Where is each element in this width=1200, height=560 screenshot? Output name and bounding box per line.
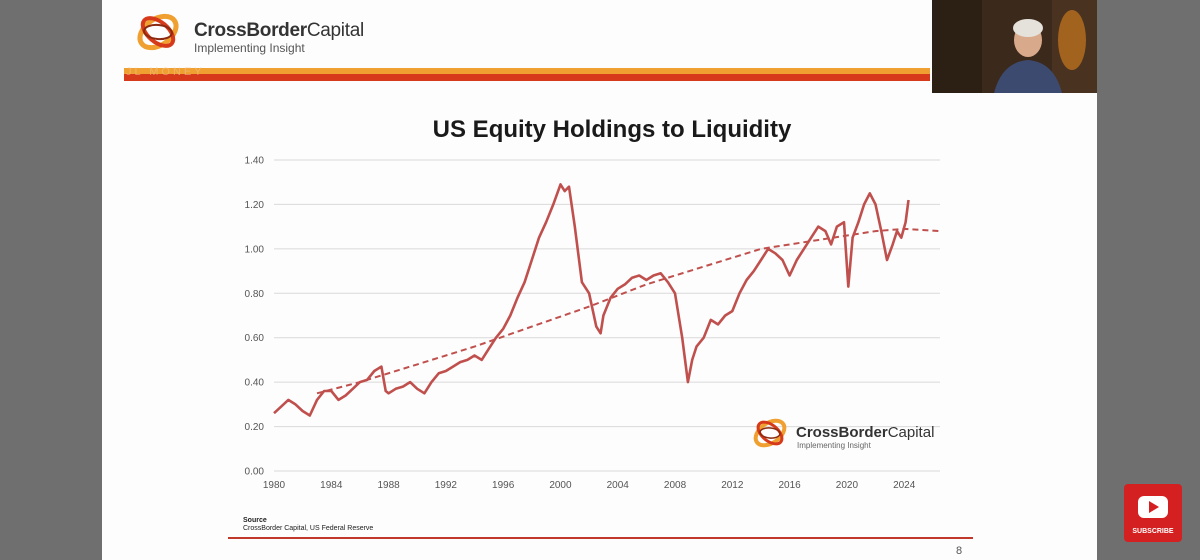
video-letterbox-right xyxy=(1097,0,1200,560)
source-text: CrossBorder Capital, US Federal Reserve xyxy=(243,525,374,532)
page-number: 8 xyxy=(956,545,963,557)
x-tick-label: 2008 xyxy=(664,480,687,491)
x-tick-label: 1996 xyxy=(492,480,515,491)
faded-banner-text: JL MONEY xyxy=(126,66,205,78)
footer-divider xyxy=(228,537,973,539)
x-tick-label: 2000 xyxy=(549,480,572,491)
x-tick-label: 1988 xyxy=(377,480,400,491)
y-tick-label: 1.00 xyxy=(245,244,265,255)
crossborder-swirl-icon xyxy=(137,13,179,51)
y-tick-label: 0.80 xyxy=(245,289,265,300)
x-tick-label: 1980 xyxy=(263,480,286,491)
y-tick-label: 0.20 xyxy=(245,422,265,433)
youtube-play-icon xyxy=(1138,496,1168,518)
y-tick-label: 0.00 xyxy=(245,467,265,478)
x-tick-label: 2024 xyxy=(893,480,916,491)
series-line-equity-to-liquidity xyxy=(273,183,910,417)
header-divider-red xyxy=(124,74,930,81)
x-tick-label: 2004 xyxy=(607,480,630,491)
watermark-brand-name: CrossBorderCapital xyxy=(796,424,935,441)
x-tick-label: 2012 xyxy=(721,480,744,491)
line-chart: 0.00 0.20 0.40 0.60 0.80 1.00 1.20 1.40 1980 198… xyxy=(245,156,941,491)
header-divider-orange xyxy=(124,68,930,74)
brand-tagline: Implementing Insight xyxy=(194,41,305,55)
chart-title: US Equity Holdings to Liquidity xyxy=(432,116,792,143)
y-tick-label: 0.40 xyxy=(245,378,265,389)
chart-watermark-logo: CrossBorderCapital Implementing Insight xyxy=(750,408,940,458)
x-tick-label: 1992 xyxy=(435,480,458,491)
youtube-subscribe-button[interactable]: SUBSCRIBE xyxy=(1124,484,1182,542)
y-tick-label: 1.40 xyxy=(245,156,265,167)
y-tick-label: 0.60 xyxy=(245,333,265,344)
watermark-tagline: Implementing Insight xyxy=(797,441,871,450)
brand-logo: CrossBorderCapital Implementing Insight xyxy=(132,6,372,58)
source-heading: Source xyxy=(243,517,267,524)
x-tick-label: 2016 xyxy=(778,480,801,491)
series-line-trend xyxy=(316,227,941,395)
x-tick-label: 1984 xyxy=(320,480,343,491)
y-tick-label: 1.20 xyxy=(245,200,265,211)
presentation-slide xyxy=(102,0,1097,560)
presenter-video-image xyxy=(932,0,1097,93)
subscribe-label: SUBSCRIBE xyxy=(1132,528,1174,535)
webcam-overlay xyxy=(932,0,1097,93)
crossborder-swirl-icon xyxy=(753,418,787,448)
brand-name: CrossBorderCapital xyxy=(194,20,364,41)
x-tick-label: 2020 xyxy=(836,480,859,491)
video-letterbox-left xyxy=(0,0,102,560)
